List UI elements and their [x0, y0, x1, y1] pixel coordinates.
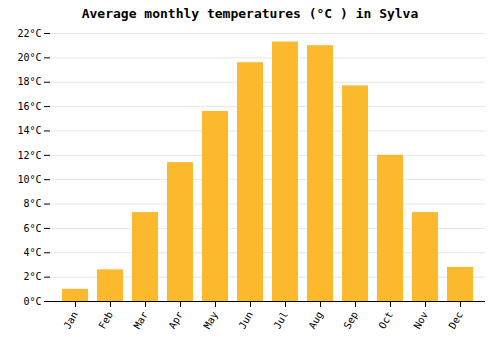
svg-text:4°C: 4°C: [23, 247, 41, 258]
svg-text:Nov: Nov: [411, 310, 430, 331]
svg-text:14°C: 14°C: [17, 125, 41, 136]
svg-text:Oct: Oct: [376, 310, 395, 331]
svg-text:Dec: Dec: [446, 310, 465, 331]
html-text:Average monthly temperatures (: Average monthly temperatures (°C ) in Sy…: [81, 6, 419, 21]
svg-text:8°C: 8°C: [23, 198, 41, 209]
svg-text:2°C: 2°C: [23, 271, 41, 282]
svg-text:Aug: Aug: [306, 310, 325, 331]
svg-text:16°C: 16°C: [17, 101, 41, 112]
svg-text:Jan: Jan: [61, 310, 80, 331]
svg-text:Jun: Jun: [236, 310, 255, 331]
svg-text:18°C: 18°C: [17, 76, 41, 87]
svg-text:May: May: [201, 310, 220, 331]
svg-text:Apr: Apr: [166, 310, 185, 331]
svg-text:Mar: Mar: [131, 310, 150, 331]
svg-text:Feb: Feb: [96, 310, 115, 331]
svg-text:12°C: 12°C: [17, 150, 41, 161]
svg-text:22°C: 22°C: [17, 28, 41, 39]
svg-text:10°C: 10°C: [17, 174, 41, 185]
svg-text:Jul: Jul: [271, 310, 290, 331]
svg-text:20°C: 20°C: [17, 52, 41, 63]
svg-text:0°C: 0°C: [23, 296, 41, 307]
svg-text:Sep: Sep: [341, 310, 360, 331]
svg-text:6°C: 6°C: [23, 223, 41, 234]
